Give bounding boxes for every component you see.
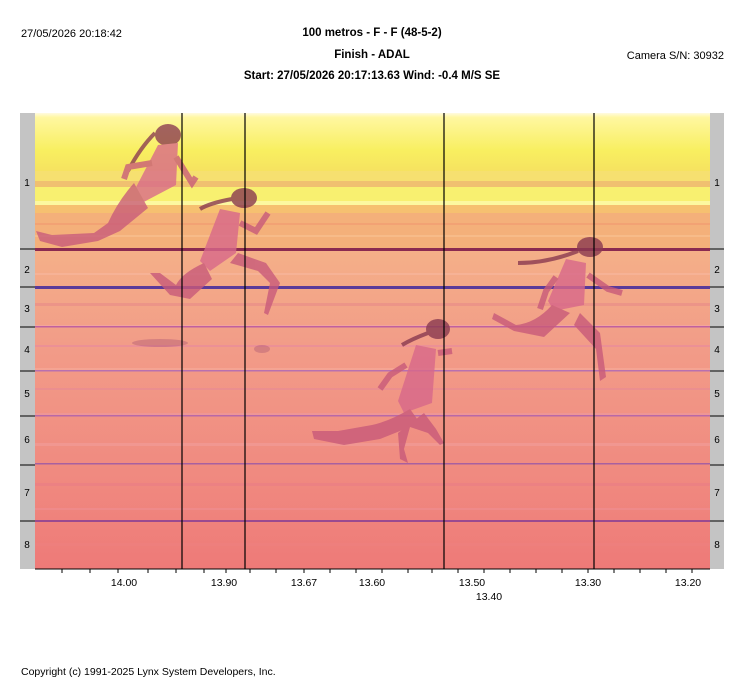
time-tick-label: 13.50 <box>458 577 486 589</box>
lane-label-left: 8 <box>24 540 30 551</box>
time-cursor-lines[interactable] <box>181 113 595 569</box>
time-tick-label: 14.00 <box>110 577 138 589</box>
lane-label-right: 4 <box>714 345 720 356</box>
lane-label-right: 3 <box>714 304 720 315</box>
lane-label-left: 4 <box>24 345 30 356</box>
photo-finish-image[interactable]: 1 1 2 2 3 3 4 4 5 5 6 6 7 7 8 8 <box>0 113 744 573</box>
capture-datetime: 27/05/2026 20:18:42 <box>21 28 122 40</box>
time-tick-label: 13.67 <box>290 577 318 589</box>
right-lane-bar <box>710 113 724 569</box>
lane-numbers: 1 1 2 2 3 3 4 4 5 5 6 6 7 7 8 8 <box>24 178 720 551</box>
race-title: 100 metros - F - F (48-5-2) <box>302 27 442 39</box>
time-tick-label: 13.90 <box>210 577 238 589</box>
runner-lane-1[interactable] <box>36 124 199 247</box>
lane-label-right: 6 <box>714 435 720 446</box>
time-tick-label: 13.30 <box>574 577 602 589</box>
time-axis <box>35 568 710 573</box>
time-tick-label: 13.20 <box>674 577 702 589</box>
lane-label-right: 5 <box>714 389 720 400</box>
time-tick-label: 13.60 <box>358 577 386 589</box>
time-tick-label: 13.40 <box>475 591 503 603</box>
copyright-footer: Copyright (c) 1991-2025 Lynx System Deve… <box>21 666 276 678</box>
left-lane-bar <box>20 113 35 569</box>
runner-shadow <box>132 339 270 353</box>
camera-serial: Camera S/N: 30932 <box>626 50 724 62</box>
lane-label-left: 2 <box>24 265 30 276</box>
lane-label-left: 3 <box>24 304 30 315</box>
lane-label-left: 5 <box>24 389 30 400</box>
track-background <box>35 113 710 569</box>
lane-label-right: 7 <box>714 488 720 499</box>
lane-label-right: 8 <box>714 540 720 551</box>
runner-lane-3[interactable] <box>492 237 623 381</box>
lane-separators <box>20 248 724 522</box>
finish-subtitle: Finish - ADAL <box>334 49 410 61</box>
lane-label-left: 1 <box>24 178 30 189</box>
lane-label-right: 1 <box>714 178 720 189</box>
runner-lane-2[interactable] <box>150 188 280 315</box>
lane-label-right: 2 <box>714 265 720 276</box>
start-wind-info: Start: 27/05/2026 20:17:13.63 Wind: -0.4… <box>243 70 501 82</box>
lane-label-left: 7 <box>24 488 30 499</box>
lane-label-left: 6 <box>24 435 30 446</box>
lane-lines <box>35 248 710 522</box>
